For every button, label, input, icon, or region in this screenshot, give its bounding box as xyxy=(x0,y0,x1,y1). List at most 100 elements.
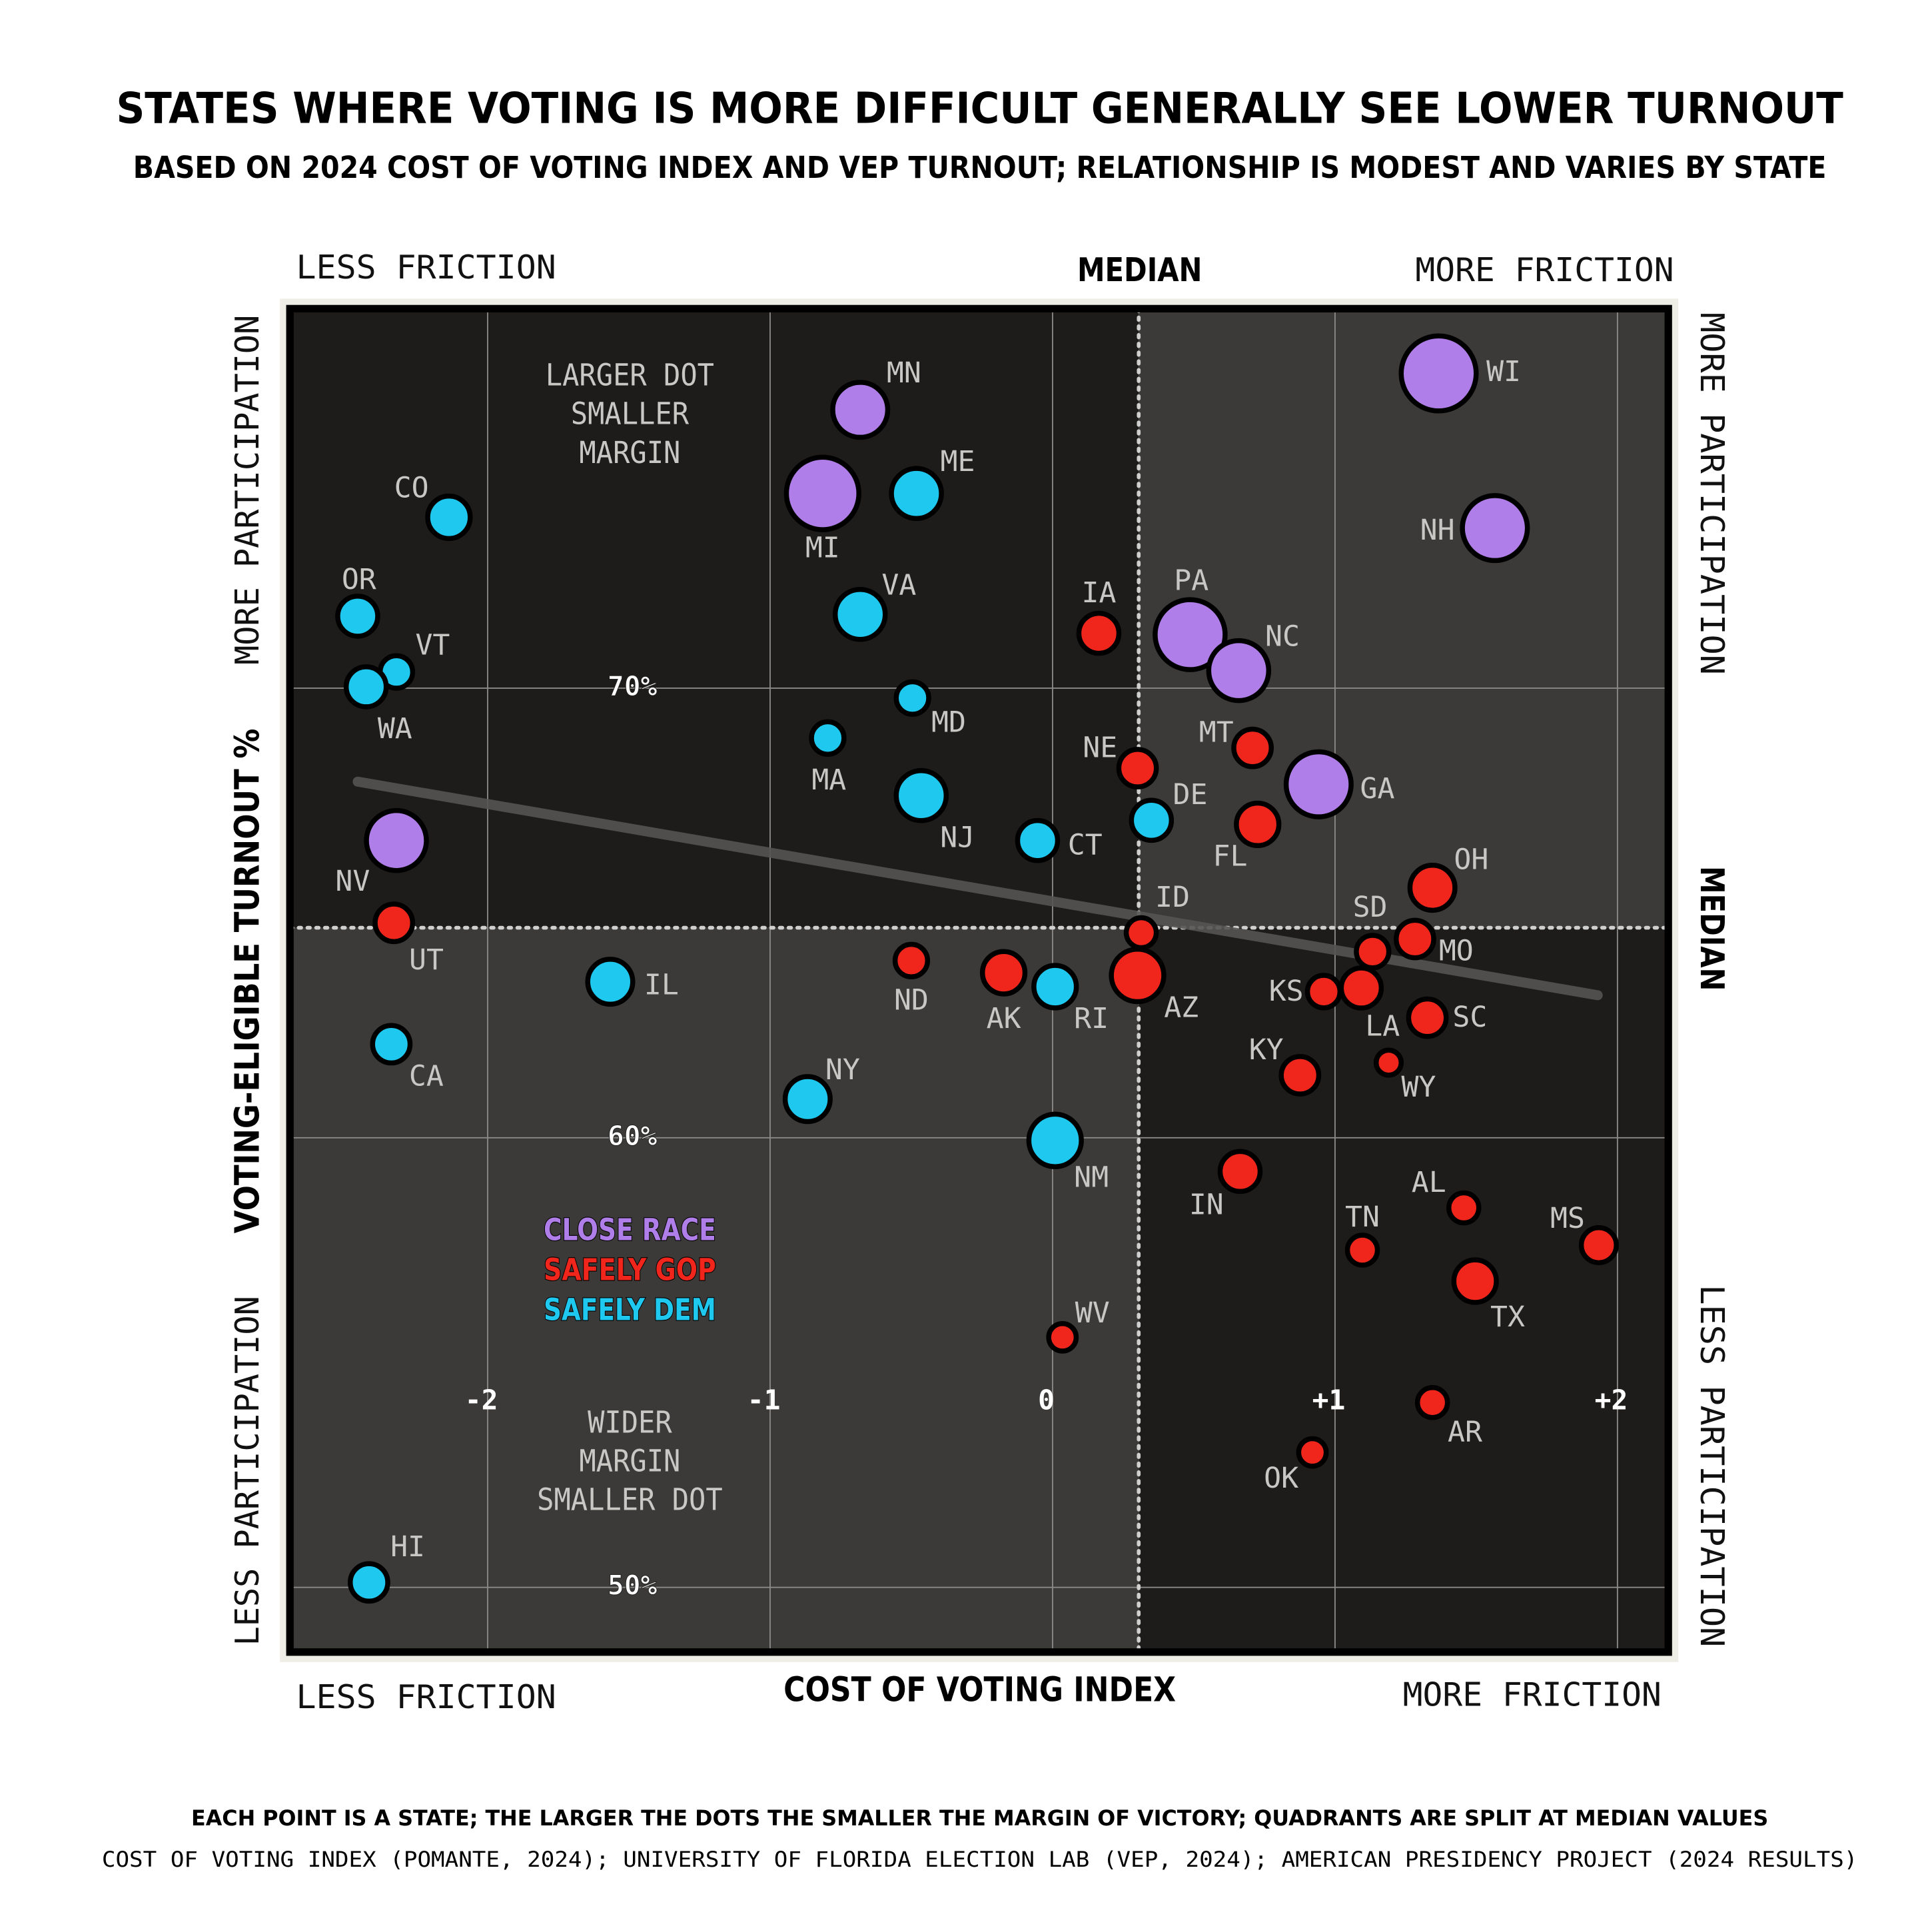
state-label: TX xyxy=(1490,1300,1525,1334)
state-label: NM xyxy=(1074,1161,1109,1194)
state-dot xyxy=(1407,863,1458,913)
state-dot xyxy=(1076,610,1122,656)
legend-entry: SAFELY GOP xyxy=(544,1252,716,1288)
state-label: OH xyxy=(1454,843,1488,877)
state-label: VT xyxy=(415,629,450,662)
state-label: MD xyxy=(931,706,966,739)
state-dot xyxy=(425,493,473,542)
state-label: HI xyxy=(390,1530,425,1564)
state-label: CT xyxy=(1068,829,1103,862)
state-dot xyxy=(1296,1436,1329,1469)
state-dot xyxy=(1278,1054,1322,1097)
state-dot xyxy=(889,466,944,521)
state-dot xyxy=(1153,597,1228,672)
state-label: VA xyxy=(881,568,916,602)
annotation: SMALLER DOT xyxy=(537,1482,723,1518)
annotation: LARGER DOT xyxy=(546,357,714,392)
state-dot xyxy=(1446,1190,1482,1226)
state-label: AK xyxy=(987,1002,1021,1035)
corner-label: MORE FRICTION xyxy=(1403,1676,1662,1713)
quadrant xyxy=(1139,308,1669,928)
side-label: LESS PARTICIPATION xyxy=(229,1296,266,1646)
state-label: ID xyxy=(1155,881,1190,914)
state-dot xyxy=(1283,749,1354,819)
y-tick-label: 70% xyxy=(608,670,658,702)
state-dot xyxy=(1031,963,1079,1011)
state-dot xyxy=(348,1561,390,1604)
side-label: MORE PARTICIPATION xyxy=(229,315,266,665)
state-dot xyxy=(585,957,636,1007)
state-dot xyxy=(832,586,888,642)
footnote: COST OF VOTING INDEX (POMANTE, 2024); UN… xyxy=(102,1847,1858,1872)
legend-entry: SAFELY DEM xyxy=(544,1292,716,1328)
annotation: MARGIN xyxy=(579,1444,680,1479)
state-dot xyxy=(979,949,1028,997)
state-label: GA xyxy=(1360,772,1395,805)
state-label: MO xyxy=(1439,935,1474,968)
y-tick-label: 60% xyxy=(608,1120,658,1152)
state-dot xyxy=(893,679,931,717)
state-label: MN xyxy=(887,356,921,390)
state-dot xyxy=(1231,726,1274,769)
x-tick-label: -1 xyxy=(747,1384,781,1416)
annotation: SMALLER xyxy=(571,396,690,432)
state-dot xyxy=(830,380,891,440)
state-label: MS xyxy=(1550,1202,1585,1235)
state-dot xyxy=(1123,915,1159,951)
state-dot xyxy=(1109,947,1167,1005)
plot-border xyxy=(286,304,1672,1656)
state-dot xyxy=(1304,973,1343,1011)
state-dot xyxy=(1451,1257,1499,1305)
state-label: ME xyxy=(941,445,975,478)
state-dot xyxy=(783,454,861,532)
state-label: DE xyxy=(1173,778,1208,811)
state-label: WY xyxy=(1402,1071,1436,1104)
side-label: LESS PARTICIPATION xyxy=(1693,1284,1731,1647)
state-dot xyxy=(370,1023,413,1066)
state-dot xyxy=(1116,747,1159,789)
state-label: KY xyxy=(1249,1033,1284,1067)
y-tick-label: 50% xyxy=(608,1570,658,1602)
corner-label: MORE FRICTION xyxy=(1415,251,1674,289)
state-label: RI xyxy=(1074,1002,1109,1035)
state-dot xyxy=(364,807,429,873)
annotation: MARGIN xyxy=(579,435,680,470)
state-label: LA xyxy=(1365,1010,1400,1043)
x-axis-label: COST OF VOTING INDEX xyxy=(783,1670,1176,1709)
state-dot xyxy=(1394,917,1436,961)
state-dot xyxy=(1046,1321,1079,1354)
state-label: MI xyxy=(805,532,840,565)
x-tick-label: +2 xyxy=(1595,1384,1628,1416)
y-axis-label: VOTING-ELIGIBLE TURNOUT % xyxy=(228,729,267,1234)
state-label: IL xyxy=(644,969,679,1002)
state-dot xyxy=(1414,1385,1450,1420)
state-label: NV xyxy=(335,865,370,898)
state-label: WI xyxy=(1486,355,1521,388)
state-label: WV xyxy=(1075,1296,1110,1330)
quadrant xyxy=(290,308,1139,928)
state-label: NE xyxy=(1083,731,1117,764)
chart-title: STATES WHERE VOTING IS MORE DIFFICULT GE… xyxy=(116,85,1843,134)
state-dot xyxy=(892,941,931,980)
state-label: FL xyxy=(1213,840,1248,873)
state-label: OK xyxy=(1264,1462,1298,1495)
state-dot xyxy=(1206,638,1272,704)
state-label: WA xyxy=(378,712,412,745)
state-label: KS xyxy=(1269,975,1304,1008)
trend-line xyxy=(352,776,1603,1001)
state-dot xyxy=(1129,797,1175,843)
annotation: WIDER xyxy=(588,1404,672,1440)
median-label: MEDIAN xyxy=(1077,251,1203,289)
quadrant xyxy=(290,927,1139,1652)
corner-label: LESS FRICTION xyxy=(296,248,556,286)
state-label: NY xyxy=(825,1053,860,1087)
chart-subtitle: BASED ON 2024 COST OF VOTING INDEX AND V… xyxy=(133,150,1827,185)
state-label: AR xyxy=(1448,1416,1482,1449)
footnote: EACH POINT IS A STATE; THE LARGER THE DO… xyxy=(191,1805,1768,1831)
state-label: ND xyxy=(894,983,929,1017)
state-label: MA xyxy=(811,763,846,797)
state-label: CO xyxy=(394,472,429,505)
side-label: MORE PARTICIPATION xyxy=(1693,312,1731,675)
state-label: AZ xyxy=(1164,991,1199,1024)
state-label: IA xyxy=(1081,576,1116,610)
